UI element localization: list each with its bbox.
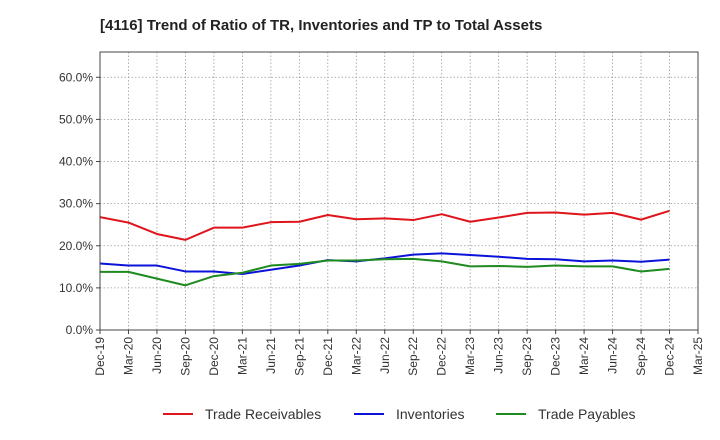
x-tick-label: Sep-22 xyxy=(406,337,420,376)
y-tick-label: 60.0% xyxy=(59,70,93,84)
x-axis-ticks: Dec-19 Mar-20 Jun-20 Sep-20 Dec-20 Mar-21 Jun-… xyxy=(93,330,705,376)
series-line-0 xyxy=(99,209,670,241)
x-tick-label: Mar-25 xyxy=(691,337,705,375)
x-tick-label: Mar-23 xyxy=(463,337,477,375)
y-tick-label: 30.0% xyxy=(59,197,93,211)
x-tick-label: Jun-23 xyxy=(492,337,506,374)
legend-label: Trade Receivables xyxy=(205,406,321,422)
x-tick-label: Dec-20 xyxy=(207,337,221,376)
chart-title: [4116] Trend of Ratio of TR, Inventories… xyxy=(100,17,542,34)
y-tick-label: 40.0% xyxy=(59,155,93,169)
legend-label: Inventories xyxy=(396,406,464,422)
y-axis-ticks: 0.0% 10.0% 20.0% 30.0% 40.0% 50.0% 60.0% xyxy=(59,70,100,337)
grid xyxy=(99,52,699,331)
x-tick-label: Sep-21 xyxy=(292,337,306,376)
legend-label: Trade Payables xyxy=(538,406,636,422)
y-tick-label: 50.0% xyxy=(59,112,93,126)
y-tick-label: 10.0% xyxy=(59,281,93,295)
plot-frame xyxy=(99,51,699,331)
x-tick-label: Jun-24 xyxy=(606,337,620,374)
x-tick-label: Mar-21 xyxy=(235,337,249,375)
plot-area xyxy=(100,52,698,330)
series-lines xyxy=(99,209,670,287)
x-tick-label: Sep-24 xyxy=(634,337,648,376)
x-tick-label: Jun-20 xyxy=(150,337,164,374)
series-line-2 xyxy=(100,257,670,287)
x-tick-label: Jun-21 xyxy=(264,337,278,374)
x-tick-label: Dec-23 xyxy=(549,337,563,376)
y-tick-label: 0.0% xyxy=(66,323,94,337)
x-tick-label: Sep-20 xyxy=(178,337,192,376)
x-tick-label: Dec-24 xyxy=(663,337,677,376)
x-tick-label: Mar-22 xyxy=(349,337,363,375)
x-tick-label: Sep-23 xyxy=(520,337,534,376)
x-tick-label: Mar-24 xyxy=(577,337,591,375)
legend: Trade Receivables Inventories Trade Payabl… xyxy=(163,406,636,422)
x-tick-label: Dec-19 xyxy=(93,337,107,376)
x-tick-label: Dec-22 xyxy=(435,337,449,376)
x-tick-label: Mar-20 xyxy=(121,337,135,375)
y-tick-label: 20.0% xyxy=(59,239,93,253)
x-tick-label: Jun-22 xyxy=(378,337,392,374)
x-tick-label: Dec-21 xyxy=(321,337,335,376)
